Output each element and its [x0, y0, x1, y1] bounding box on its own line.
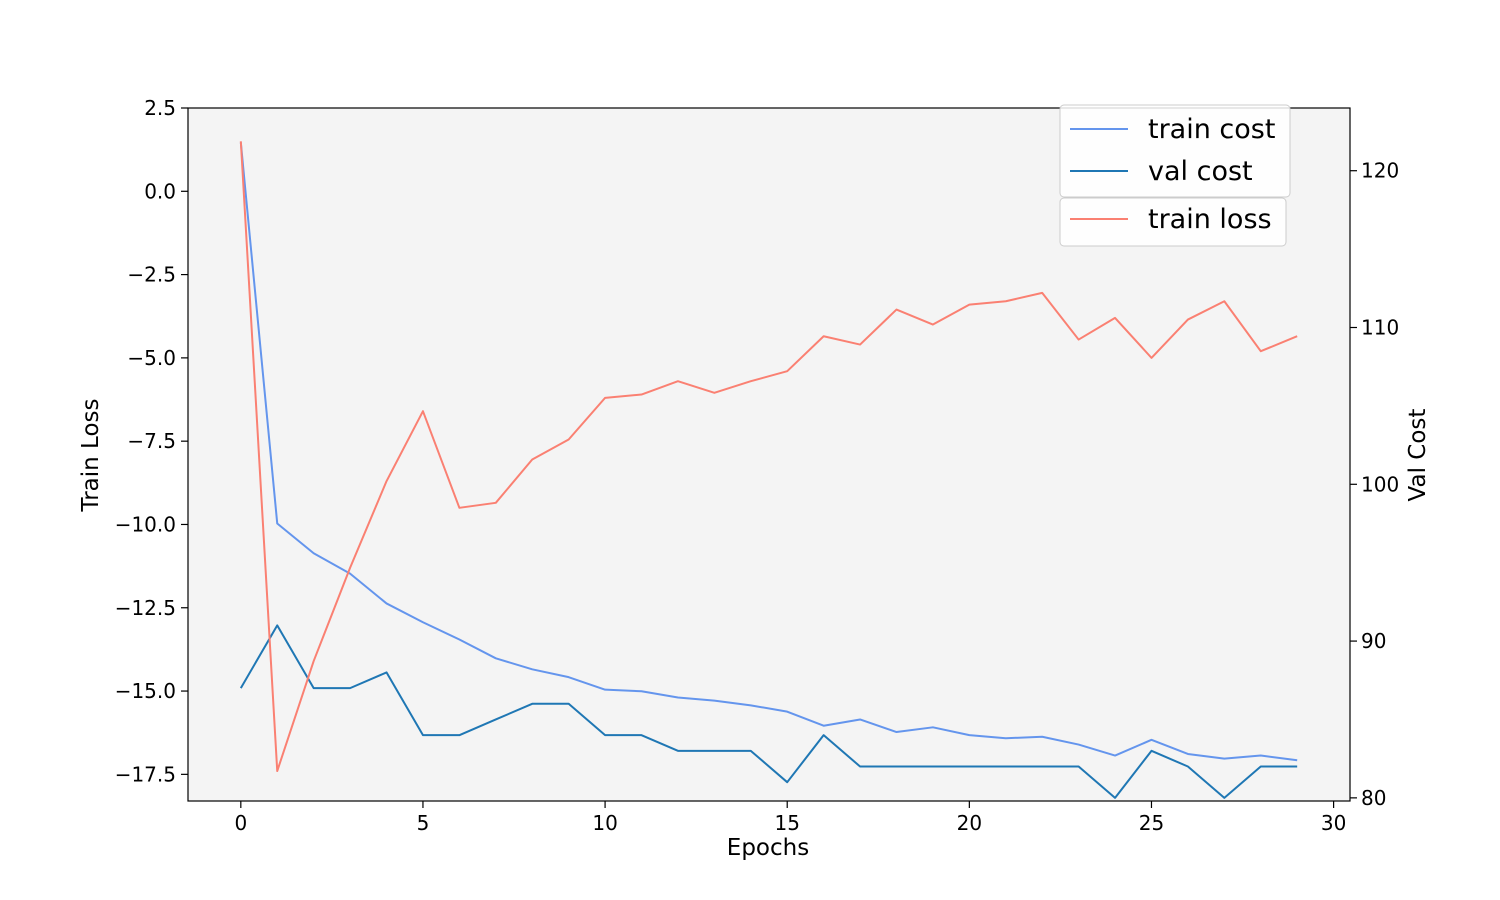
x-tick-label: 25	[1139, 811, 1164, 835]
axes-frame	[187, 107, 1351, 802]
y-right-tick-label: 80	[1361, 786, 1386, 810]
legend-label-train-loss: train loss	[1148, 204, 1272, 235]
legend-primary: train cost val cost	[1059, 104, 1291, 198]
series-line-train-loss	[239, 141, 1298, 773]
y-left-tick-label: 0.0	[144, 179, 176, 203]
y-axis-left: 2.5 0.0 −2.5 −5.0 −7.5 −10.0 −12.5 −15.0 −17.5	[115, 96, 188, 786]
y-left-tick-label: 2.5	[144, 96, 176, 120]
y-left-tick-label: −15.0	[115, 679, 176, 703]
y-left-tick-label: −17.5	[115, 762, 176, 786]
legend-label-val-cost: val cost	[1148, 156, 1253, 187]
y-left-tick-label: −2.5	[127, 263, 176, 287]
y-left-tick-label: −7.5	[127, 429, 176, 453]
y-right-tick-label: 100	[1361, 472, 1399, 496]
y-axis-right-label: Val Cost	[1405, 409, 1431, 502]
series-line-train-cost	[239, 142, 1298, 762]
series-layer	[239, 141, 1298, 799]
x-tick-label: 20	[957, 811, 982, 835]
x-axis-label: Epochs	[727, 835, 809, 861]
y-right-tick-label: 120	[1361, 159, 1399, 183]
y-left-tick-label: −10.0	[115, 512, 176, 536]
y-axis-right: 120 110 100 90 80	[1350, 159, 1399, 810]
y-right-tick-label: 110	[1361, 316, 1399, 340]
x-axis: 0 5 10 15 20 25 30	[234, 801, 1346, 835]
x-tick-label: 5	[417, 811, 430, 835]
y-left-tick-label: −12.5	[115, 596, 176, 620]
y-right-tick-label: 90	[1361, 629, 1386, 653]
y-axis-left-label: Train Loss	[78, 399, 104, 513]
legend-label-train-cost: train cost	[1148, 114, 1275, 145]
series-line-val-cost	[239, 624, 1298, 799]
x-tick-label: 0	[234, 811, 247, 835]
x-tick-label: 30	[1321, 811, 1346, 835]
y-left-tick-label: −5.0	[127, 346, 176, 370]
x-tick-label: 15	[774, 811, 799, 835]
legend-secondary: train loss	[1059, 197, 1287, 247]
x-tick-label: 10	[592, 811, 617, 835]
